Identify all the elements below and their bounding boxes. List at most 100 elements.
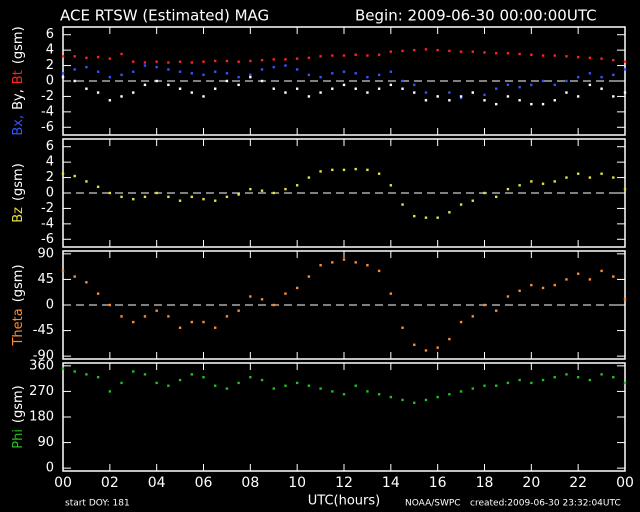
data-point: [413, 214, 416, 218]
data-point: [389, 184, 393, 187]
y-tick-label: -6: [41, 120, 54, 135]
data-point: [132, 60, 135, 63]
y-tick-label: 45: [37, 272, 54, 287]
data-point: [284, 58, 287, 61]
data-point: [73, 55, 76, 58]
data-point: [96, 376, 100, 379]
data-point: [319, 264, 322, 267]
y-tick-label: 90: [37, 246, 54, 261]
data-point: [495, 195, 498, 199]
data-point: [272, 303, 275, 307]
data-point: [401, 203, 404, 206]
data-point: [73, 174, 76, 178]
data-point: [190, 72, 193, 75]
data-point: [553, 54, 556, 57]
data-point: [448, 91, 451, 94]
data-point: [377, 172, 381, 175]
data-point: [284, 187, 287, 191]
data-point: [553, 99, 556, 102]
data-point: [96, 292, 100, 295]
data-point: [401, 49, 404, 53]
data-point: [565, 55, 568, 58]
data-point: [284, 64, 287, 67]
data-point: [237, 60, 240, 63]
data-point: [214, 70, 217, 73]
data-point: [389, 70, 393, 73]
data-point: [424, 398, 428, 402]
data-point: [495, 102, 498, 106]
data-point: [96, 55, 100, 59]
data-point: [85, 56, 88, 60]
data-point: [553, 283, 556, 287]
data-point: [413, 83, 416, 87]
data-point: [202, 73, 205, 77]
y-tick-label: 0: [46, 298, 54, 313]
data-point: [319, 91, 322, 94]
created: created:2009-06-30 23:32:04UTC: [470, 499, 621, 509]
data-point: [377, 87, 381, 90]
data-point: [120, 95, 123, 98]
data-point: [73, 370, 76, 373]
data-point: [120, 73, 123, 77]
data-point: [331, 390, 334, 393]
y-unit: (gsm): [11, 163, 26, 201]
data-point: [132, 370, 135, 373]
data-point: [366, 168, 369, 172]
data-point: [178, 60, 182, 63]
data-point: [319, 75, 322, 79]
data-point: [249, 376, 252, 379]
data-point: [483, 384, 486, 387]
data-point: [459, 96, 463, 100]
data-point: [377, 269, 381, 273]
data-point: [576, 95, 580, 98]
y-axis-label: Bz (gsm): [11, 163, 26, 223]
data-point: [167, 68, 170, 71]
chart-title: ACE RTSW (Estimated) MAG: [60, 7, 269, 25]
data-point: [612, 73, 615, 77]
data-point: [389, 395, 393, 399]
data-point: [96, 185, 100, 189]
data-point: [541, 182, 545, 185]
data-point: [260, 68, 264, 71]
data-point: [553, 83, 556, 87]
data-point: [73, 68, 76, 71]
data-point: [588, 83, 592, 87]
data-point: [108, 390, 112, 393]
data-point: [178, 326, 182, 329]
data-point: [190, 320, 193, 324]
data-point: [295, 286, 299, 290]
data-point: [354, 72, 357, 75]
data-point: [167, 61, 170, 64]
data-point: [401, 87, 404, 90]
y-axis-label: Bx, By, Bt (gsm): [11, 26, 26, 135]
data-point: [576, 376, 580, 379]
data-point: [143, 83, 147, 87]
data-point: [284, 292, 287, 295]
data-point: [295, 68, 299, 71]
data-point: [307, 176, 311, 179]
data-point: [190, 91, 193, 94]
data-point: [576, 55, 580, 59]
data-point: [506, 187, 510, 191]
data-point: [424, 349, 428, 352]
data-point: [61, 269, 65, 273]
data-point: [132, 197, 135, 201]
data-point: [448, 99, 451, 102]
data-point: [600, 269, 603, 273]
data-point: [600, 373, 603, 376]
data-point: [225, 79, 229, 83]
data-point: [132, 320, 135, 324]
data-point: [377, 73, 381, 77]
data-point: [237, 75, 240, 79]
data-point: [249, 295, 252, 298]
data-point: [284, 384, 287, 387]
data-point: [553, 376, 556, 379]
data-point: [623, 60, 627, 63]
data-point: [295, 87, 299, 90]
data-point: [108, 99, 112, 102]
data-point: [132, 70, 135, 73]
data-point: [448, 393, 451, 396]
data-point: [518, 289, 521, 292]
data-point: [588, 176, 592, 179]
data-point: [471, 315, 474, 318]
